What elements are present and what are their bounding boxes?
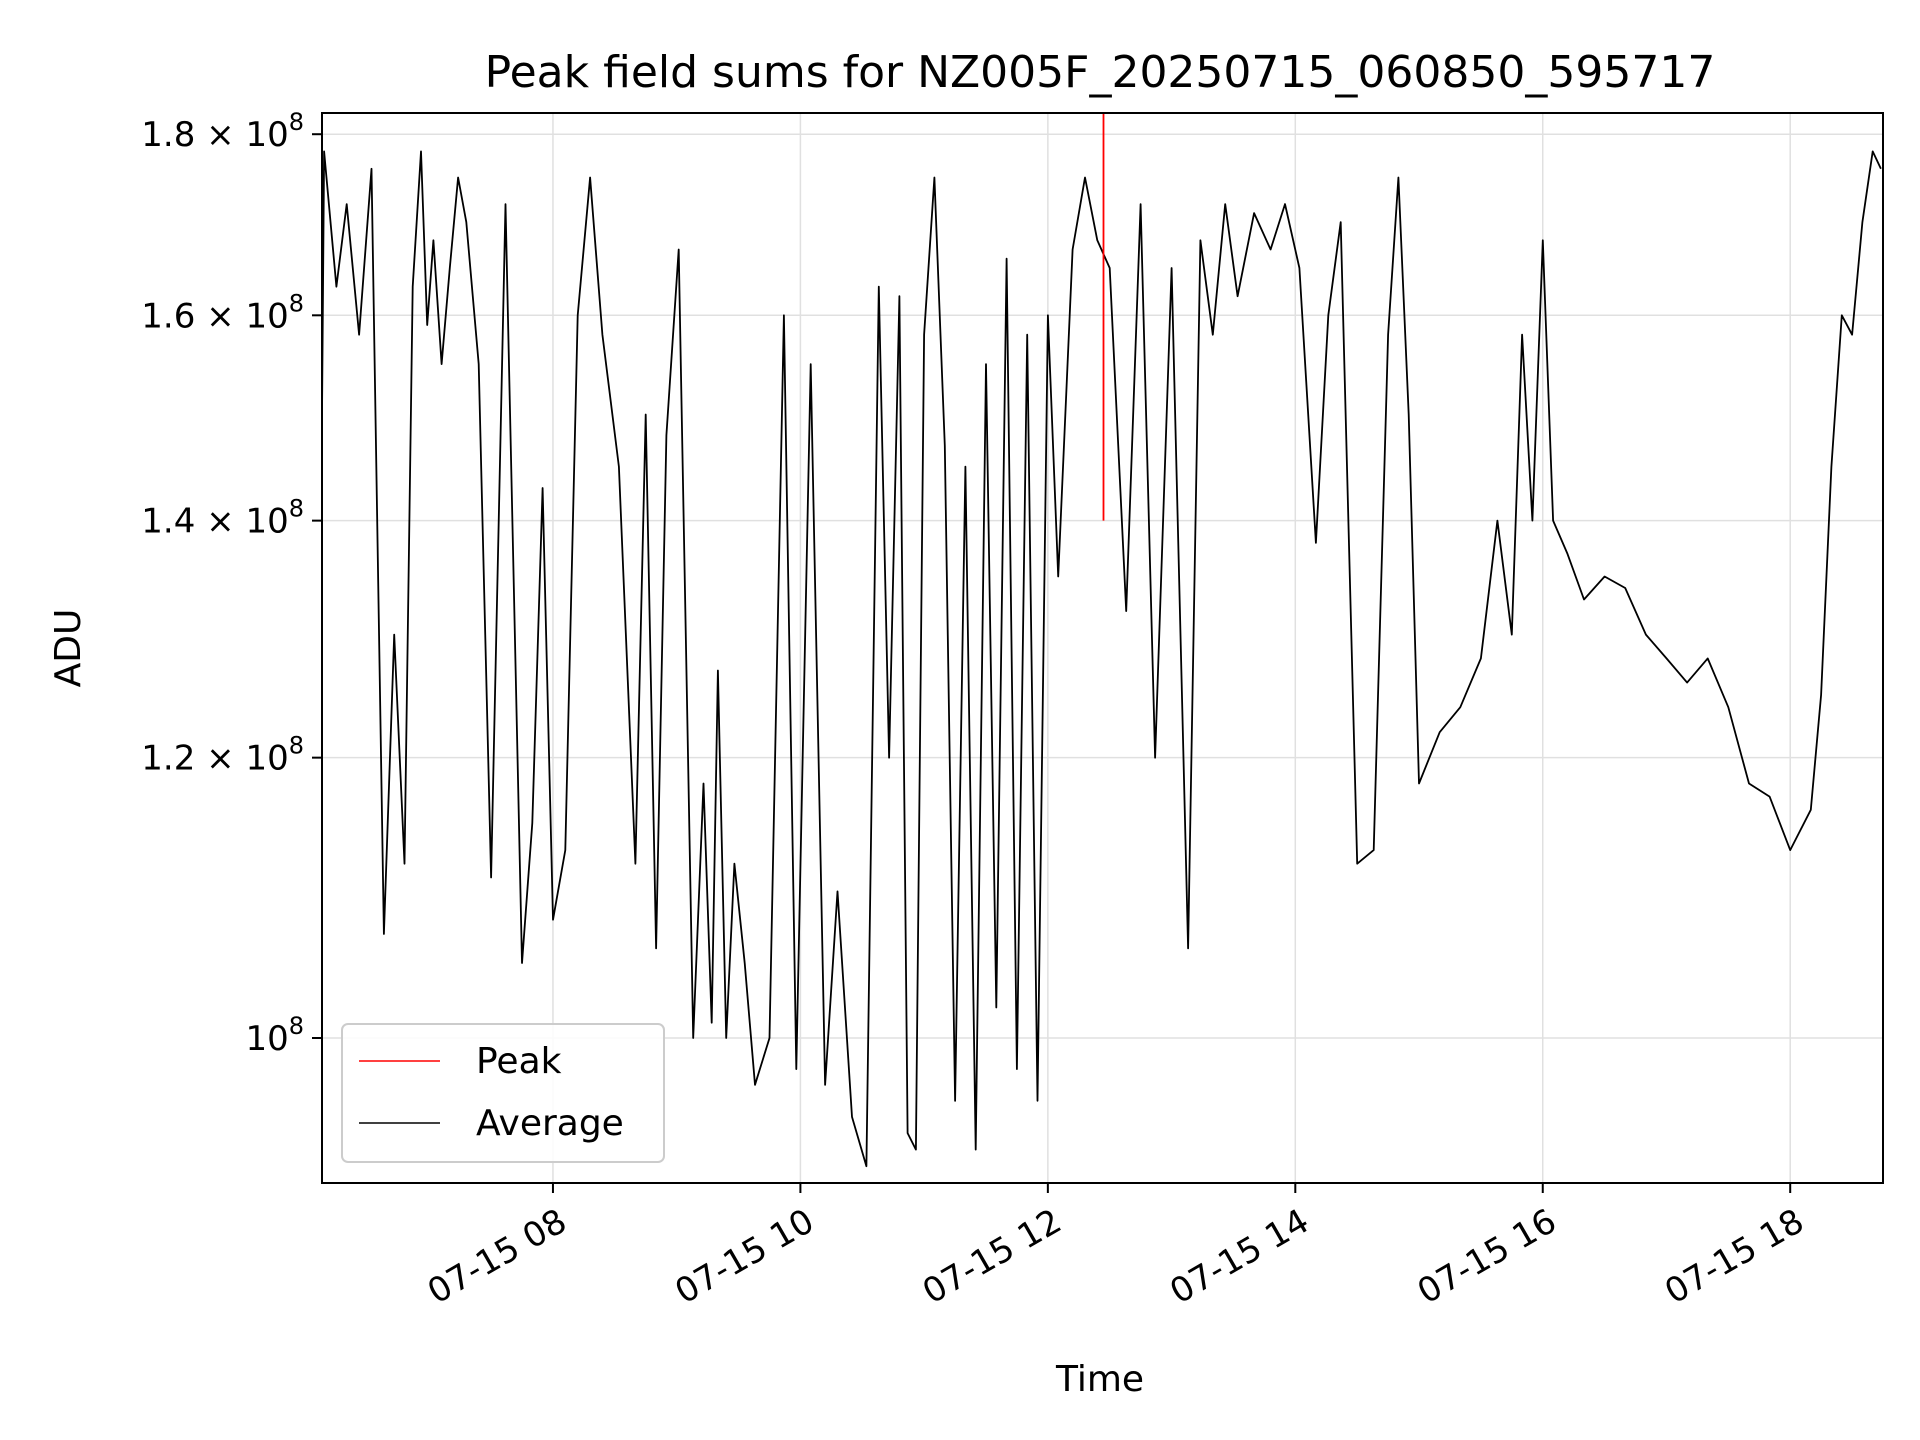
legend: Peak Average bbox=[341, 1023, 665, 1163]
y-axis-label: ADU bbox=[48, 609, 89, 688]
legend-box bbox=[341, 1023, 665, 1163]
series-line-average bbox=[322, 150, 1882, 1168]
legend-label-average: Average bbox=[476, 1103, 624, 1144]
y-tick-label: 1.6 × 108 bbox=[141, 289, 304, 336]
y-tick-label: 1.4 × 108 bbox=[141, 495, 304, 542]
y-tick-label: 1.8 × 108 bbox=[141, 108, 304, 155]
x-axis-label: Time bbox=[1055, 1359, 1144, 1400]
series-layer bbox=[322, 113, 1882, 1168]
legend-label-peak: Peak bbox=[476, 1041, 562, 1082]
chart-title: Peak field sums for NZ005F_20250715_0608… bbox=[485, 47, 1716, 98]
plot-area-frame bbox=[321, 112, 1884, 1184]
y-tick-label: 1.2 × 108 bbox=[141, 732, 304, 779]
